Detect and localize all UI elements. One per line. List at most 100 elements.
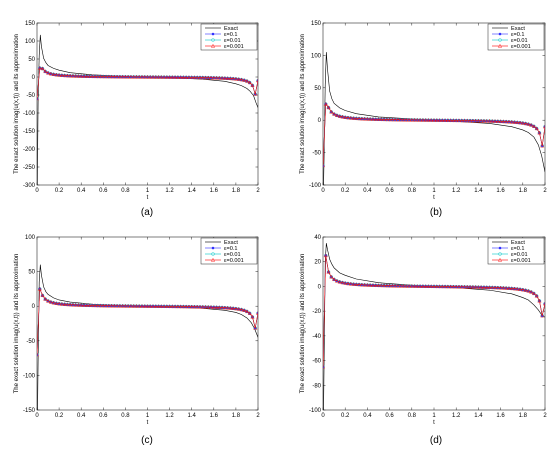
y-tick-label: 20 (314, 260, 321, 266)
legend-box (487, 23, 545, 51)
data-point (406, 283, 412, 288)
data-point (54, 301, 59, 305)
data-point (106, 303, 111, 308)
data-point (115, 74, 120, 79)
data-point (43, 296, 48, 301)
legend-marker (210, 257, 216, 262)
data-point (236, 306, 241, 311)
data-point (37, 65, 42, 70)
data-point (537, 298, 542, 303)
y-tick-label: 150 (25, 21, 36, 27)
x-tick-label: 1.6 (496, 413, 505, 419)
data-point (117, 303, 122, 308)
y-tick-label: -100 (23, 373, 36, 379)
data-point (526, 122, 531, 126)
data-point (517, 287, 523, 291)
data-point (376, 283, 381, 287)
x-tick-label: 1 (432, 188, 436, 194)
data-point (65, 302, 70, 307)
data-point (384, 283, 389, 288)
x-tick-label: 0.6 (99, 188, 108, 194)
data-point (173, 304, 178, 309)
data-point (365, 116, 370, 121)
y-tick-label: -150 (23, 129, 36, 135)
x-tick-label: 1.4 (188, 413, 197, 419)
data-point (542, 301, 545, 306)
data-point (393, 117, 398, 122)
data-point (481, 285, 486, 289)
data-point (326, 105, 331, 110)
data-point (323, 101, 328, 106)
data-point (373, 117, 378, 121)
panel-label: (b) (430, 207, 442, 218)
data-point (145, 74, 150, 79)
data-point (98, 74, 103, 79)
data-point (323, 163, 325, 168)
data-point (390, 283, 395, 288)
data-point (76, 302, 81, 307)
data-point (208, 75, 214, 80)
data-point (109, 74, 114, 79)
data-point (162, 304, 167, 308)
data-point (211, 305, 216, 309)
legend-box (487, 237, 545, 265)
data-point (418, 117, 423, 122)
legend-marker (497, 43, 503, 48)
data-point (393, 283, 398, 288)
x-tick-label: 1.8 (232, 413, 241, 419)
data-point (84, 74, 89, 78)
data-point (109, 303, 114, 308)
data-point (239, 77, 244, 82)
data-point (406, 117, 412, 122)
data-point (95, 74, 100, 79)
data-point (112, 303, 117, 308)
data-point (534, 126, 539, 131)
data-point (247, 80, 252, 85)
data-point (445, 284, 450, 289)
data-point (220, 75, 225, 80)
data-point (200, 304, 205, 309)
data-point (239, 307, 244, 312)
data-point (233, 76, 238, 81)
data-point (128, 74, 133, 79)
data-point (479, 285, 484, 289)
data-point (340, 280, 345, 285)
data-point (159, 304, 164, 308)
data-point (379, 117, 384, 121)
data-point (112, 74, 117, 79)
data-point (512, 120, 517, 124)
data-point (134, 303, 139, 308)
data-point (192, 75, 197, 80)
y-tick-label: 50 (314, 86, 321, 92)
data-point (512, 286, 517, 291)
data-point (493, 285, 498, 290)
data-point (456, 118, 462, 123)
y-tick-label: -40 (312, 334, 321, 340)
data-point (351, 116, 356, 120)
data-point (117, 74, 122, 79)
legend-entry-label: ε=0.1 (511, 32, 525, 38)
data-point (423, 117, 428, 122)
data-point (59, 73, 64, 77)
legend-entry-label: ε=0.01 (511, 38, 528, 44)
data-point (231, 306, 236, 310)
data-point (395, 283, 400, 288)
data-point (46, 70, 51, 75)
y-tick-label: -20 (312, 309, 321, 315)
subplot-b: 0 0.2 0.4 0.6 0.8 1 1.2 1.4 1.6 1.8 2 -100 -50 0 50 100… (300, 21, 547, 218)
plot-area (37, 34, 258, 185)
legend-marker (498, 32, 502, 36)
data-point (123, 74, 128, 79)
data-point (256, 311, 258, 315)
data-point (253, 325, 258, 330)
data-point (462, 284, 467, 289)
data-point (470, 284, 475, 289)
data-point (101, 74, 106, 79)
data-point (120, 74, 125, 79)
data-point (429, 284, 434, 288)
data-point (395, 117, 400, 122)
x-tick-label: 1.4 (188, 188, 197, 194)
data-point (404, 117, 409, 122)
data-point (79, 74, 84, 78)
